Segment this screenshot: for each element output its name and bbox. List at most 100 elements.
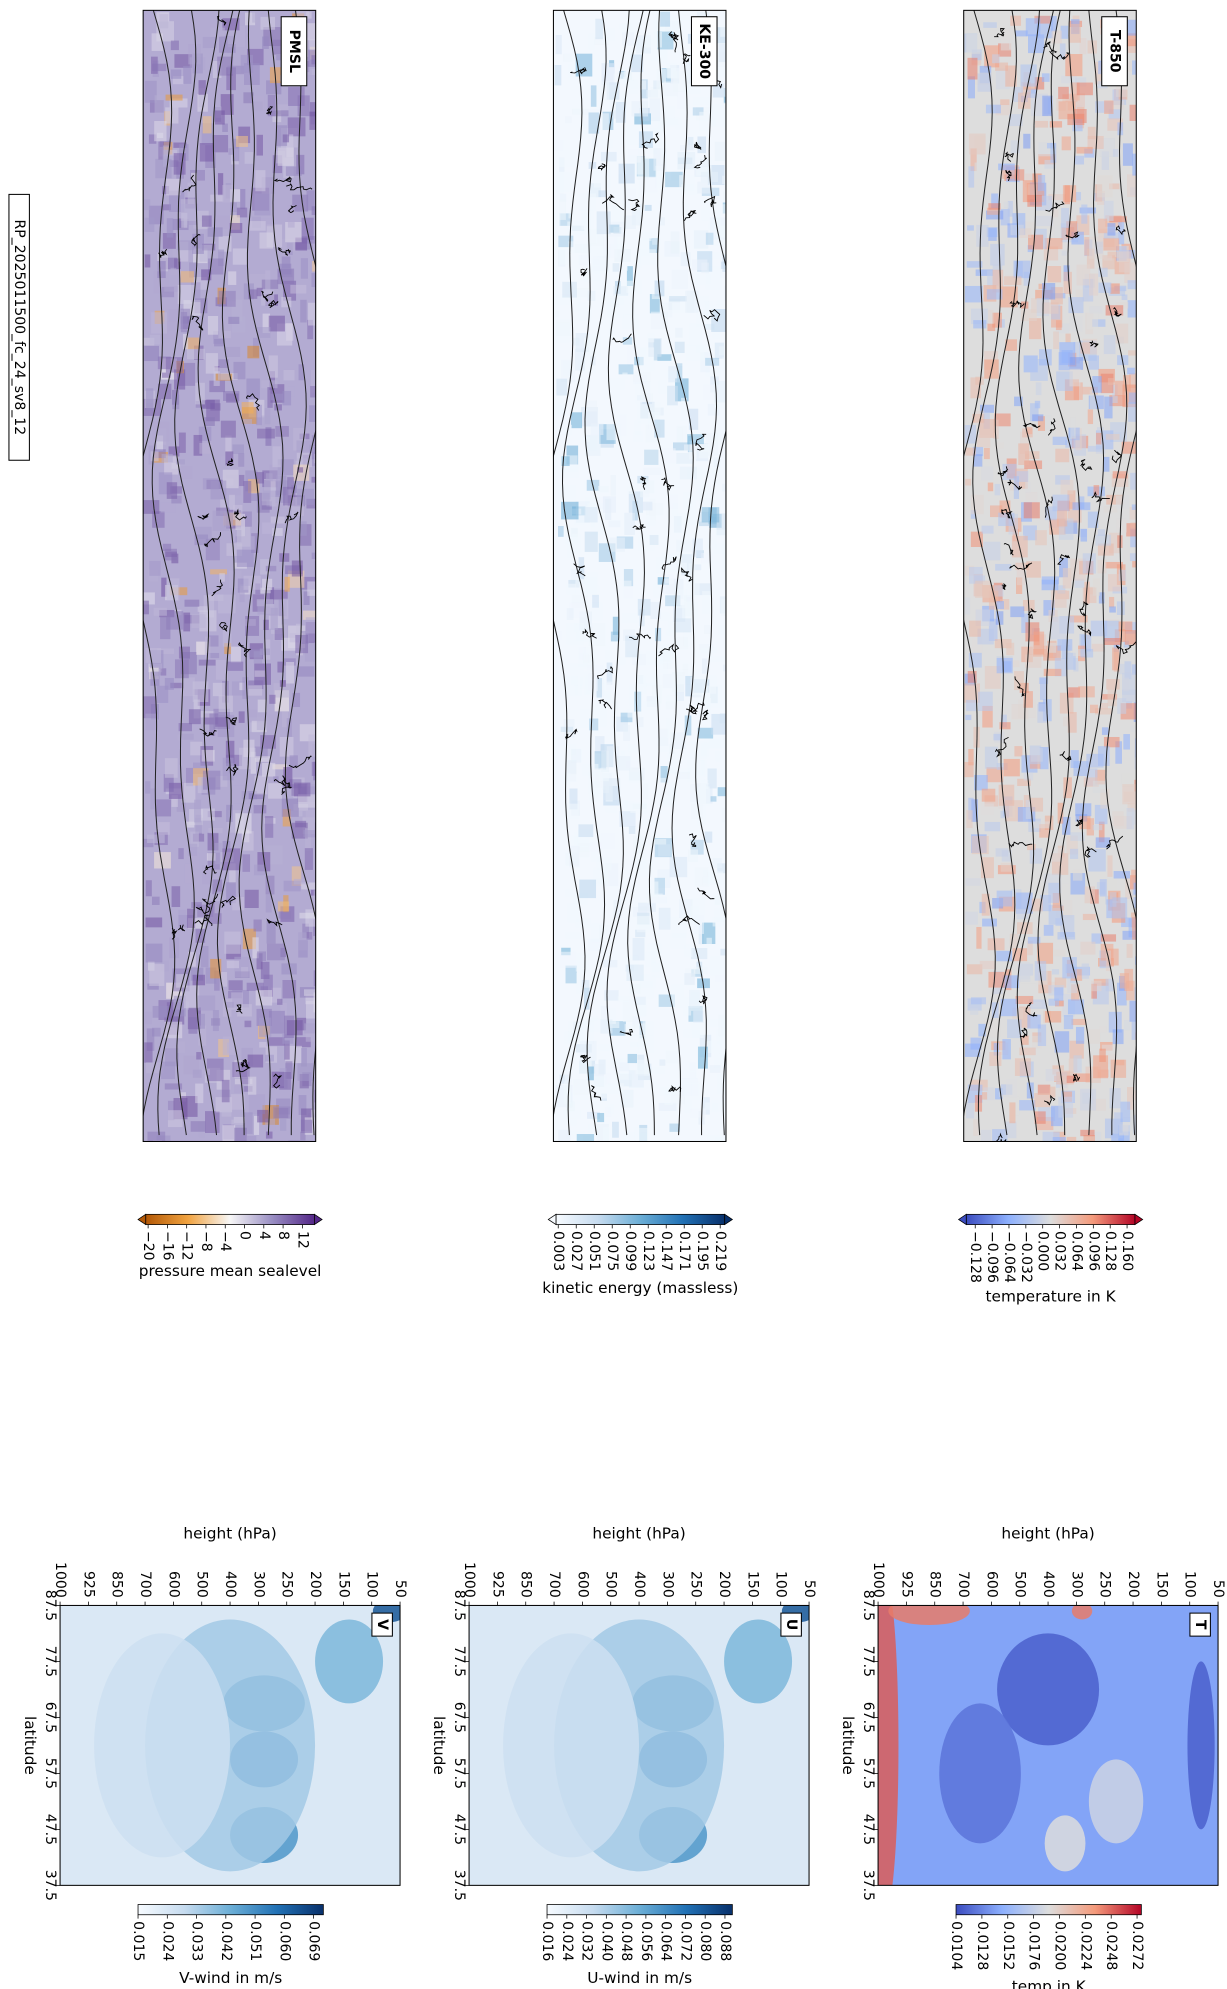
field-patch bbox=[1070, 417, 1076, 439]
field-patch bbox=[224, 931, 241, 954]
field-patch bbox=[603, 778, 621, 801]
field-patch bbox=[166, 178, 181, 196]
field-patch bbox=[186, 337, 200, 350]
field-patch bbox=[1042, 1131, 1060, 1142]
field-patch bbox=[964, 425, 977, 444]
field-patch bbox=[1088, 1029, 1101, 1044]
field-patch bbox=[979, 418, 995, 438]
panel-label-box bbox=[1101, 16, 1128, 87]
field-patch bbox=[1052, 1137, 1067, 1142]
field-patch bbox=[1048, 882, 1059, 903]
field-patch bbox=[1132, 1114, 1137, 1134]
field-patch bbox=[579, 879, 597, 899]
field-patch bbox=[1123, 734, 1130, 750]
field-patch bbox=[217, 173, 224, 196]
field-patch bbox=[1051, 969, 1060, 975]
field-patch bbox=[644, 449, 659, 465]
colorbar-tick-label: 0.024 bbox=[159, 1921, 175, 1961]
field-patch bbox=[659, 1059, 666, 1066]
field-patch bbox=[1074, 77, 1087, 87]
field-patch bbox=[268, 355, 278, 378]
field-patch bbox=[565, 965, 577, 984]
field-patch bbox=[714, 141, 726, 161]
field-patch bbox=[301, 217, 314, 240]
field-patch bbox=[227, 661, 244, 671]
field-patch bbox=[260, 16, 276, 30]
coastline bbox=[612, 333, 632, 343]
field-patch bbox=[724, 1060, 726, 1073]
field-patch bbox=[144, 80, 157, 103]
field-patch bbox=[690, 1004, 705, 1011]
field-patch bbox=[1061, 250, 1067, 256]
field-patch bbox=[313, 1063, 316, 1077]
field-patch bbox=[724, 108, 726, 131]
field-patch bbox=[1108, 1011, 1122, 1033]
field-patch bbox=[174, 659, 189, 679]
field-patch bbox=[699, 111, 708, 131]
field-patch bbox=[970, 510, 977, 519]
field-patch bbox=[1133, 897, 1137, 909]
field-patch bbox=[219, 573, 225, 582]
field-patch bbox=[627, 709, 642, 718]
field-patch bbox=[188, 951, 196, 967]
colorbar-tick-label: −0.128 bbox=[967, 1231, 983, 1283]
field-patch bbox=[305, 617, 316, 634]
field-patch bbox=[240, 188, 246, 210]
coastline bbox=[266, 106, 274, 115]
field-patch bbox=[230, 202, 237, 213]
colorbar-extend bbox=[957, 1213, 967, 1226]
field-patch bbox=[700, 352, 710, 373]
field-patch bbox=[993, 1042, 1000, 1056]
field-patch bbox=[669, 296, 687, 302]
x-tick-label: 500 bbox=[194, 1571, 210, 1598]
field-patch bbox=[157, 822, 170, 835]
field-patch bbox=[236, 526, 251, 547]
y-tick-label: 67.5 bbox=[860, 1702, 876, 1733]
field-patch bbox=[632, 653, 646, 666]
field-patch bbox=[1085, 768, 1098, 786]
field-patch bbox=[305, 828, 312, 851]
field-patch bbox=[218, 594, 236, 614]
field-patch bbox=[964, 597, 971, 615]
field-patch bbox=[621, 23, 631, 33]
colorbar-tick-label: 0.027 bbox=[568, 1231, 584, 1271]
field-patch bbox=[200, 711, 215, 718]
field-patch bbox=[174, 54, 193, 68]
field-patch bbox=[313, 890, 316, 908]
coastline bbox=[216, 15, 227, 26]
field-patch bbox=[673, 71, 690, 93]
field-patch bbox=[206, 1058, 224, 1082]
field-patch bbox=[634, 996, 646, 1005]
field-patch bbox=[256, 287, 263, 297]
field-patch bbox=[700, 647, 717, 653]
field-patch bbox=[1126, 19, 1137, 36]
field-patch bbox=[617, 72, 632, 80]
field-patch bbox=[307, 319, 313, 340]
colorbar-tick-label: 0.0128 bbox=[974, 1921, 990, 1970]
x-tick-label: 1000 bbox=[52, 1562, 68, 1598]
coastline bbox=[1000, 508, 1013, 519]
field-patch bbox=[667, 752, 679, 774]
field-patch bbox=[722, 552, 726, 572]
field-patch bbox=[192, 233, 204, 254]
field-patch bbox=[215, 717, 227, 727]
coastline bbox=[246, 393, 261, 411]
field-patch bbox=[1092, 578, 1100, 596]
colorbar-tick-label: 0.075 bbox=[604, 1231, 620, 1271]
field-patch bbox=[1095, 101, 1113, 113]
field-patch bbox=[649, 881, 659, 902]
field-patch bbox=[975, 269, 994, 276]
field-patch bbox=[700, 742, 709, 757]
field-patch bbox=[697, 296, 703, 307]
field-patch bbox=[264, 604, 275, 614]
field-patch bbox=[698, 924, 705, 945]
field-patch bbox=[684, 944, 693, 958]
coastline bbox=[226, 763, 239, 776]
coastline bbox=[1084, 846, 1097, 858]
field-patch bbox=[222, 998, 232, 1017]
y-axis-label: latitude bbox=[430, 1716, 448, 1775]
field-patch bbox=[200, 808, 215, 821]
field-patch bbox=[565, 1101, 575, 1112]
field-patch bbox=[613, 899, 622, 918]
field-patch bbox=[1069, 1040, 1084, 1059]
